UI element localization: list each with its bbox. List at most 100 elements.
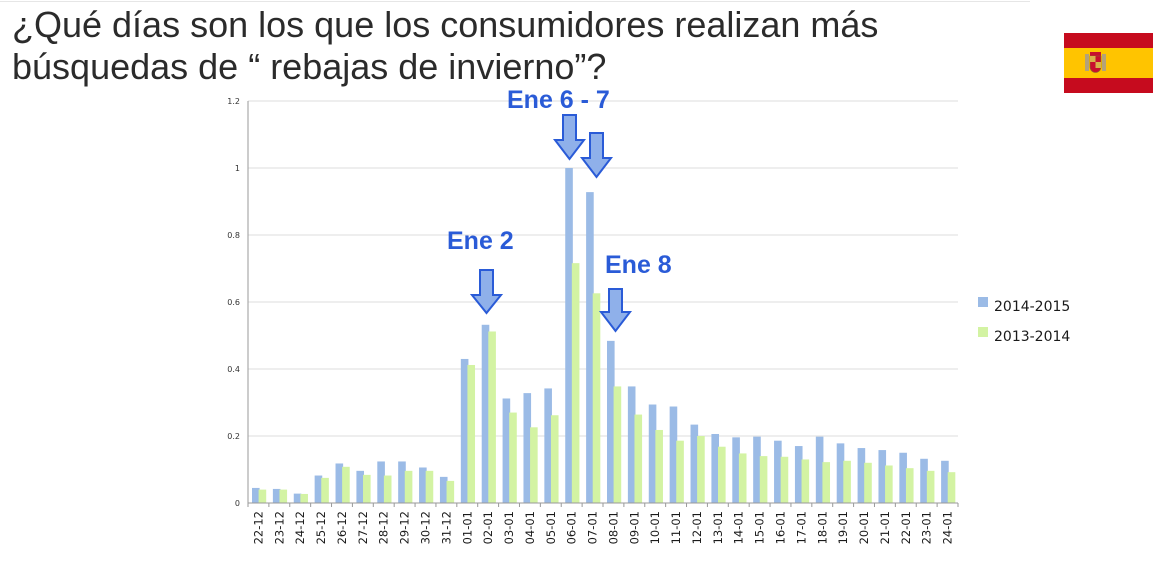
x-tick-label: 12-01	[690, 511, 704, 544]
bar-2014-2015-12-01	[690, 424, 699, 503]
bar-2014-2015-25-12	[314, 475, 323, 503]
bar-2013-2014-09-01	[634, 414, 643, 503]
x-tick-label: 20-01	[857, 511, 871, 544]
x-tick-label: 24-12	[293, 511, 307, 544]
flag-stripe-top	[1064, 33, 1153, 48]
legend-label-2013-2014: 2013-2014	[994, 329, 1070, 345]
bar-2014-2015-11-01	[669, 406, 678, 503]
x-tick-label: 16-01	[774, 511, 788, 544]
spain-flag-icon	[1064, 33, 1153, 93]
chart-annotations: Ene 2 Ene 6 - 7 Ene 8	[447, 86, 672, 333]
flag-stripe-bottom	[1064, 78, 1153, 93]
y-tick-label: 1	[235, 164, 240, 173]
x-tick-label: 02-01	[481, 511, 495, 544]
legend-swatch-2014-2015	[978, 297, 988, 307]
x-tick-label: 01-01	[460, 511, 474, 544]
annotation-ene-6-7: Ene 6 - 7	[507, 86, 610, 114]
y-tick-label: 0	[235, 499, 240, 508]
bar-2014-2015-22-12	[252, 487, 260, 503]
bar-2013-2014-06-01	[571, 263, 580, 503]
bar-2014-2015-04-01	[523, 393, 532, 503]
bar-2014-2015-26-12	[335, 463, 344, 503]
bar-2014-2015-29-12	[398, 461, 406, 503]
bar-2014-2015-30-12	[419, 467, 427, 503]
x-tick-label: 13-01	[711, 511, 725, 544]
bar-2013-2014-17-01	[801, 459, 810, 503]
bar-2014-2015-23-01	[920, 458, 928, 503]
x-tick-label: 23-01	[920, 511, 934, 544]
coat-of-arms-icon	[1085, 52, 1106, 73]
bar-2013-2014-30-12	[425, 470, 434, 503]
chart-axes	[247, 101, 959, 507]
x-tick-label: 19-01	[836, 511, 850, 544]
x-tick-label: 31-12	[439, 511, 453, 544]
bar-2013-2014-29-12	[404, 470, 413, 503]
bar-2013-2014-02-01	[488, 331, 496, 503]
bar-2014-2015-22-01	[899, 452, 907, 503]
bar-2014-2015-17-01	[794, 446, 803, 503]
x-tick-label: 23-12	[272, 511, 286, 544]
bar-2014-2015-05-01	[544, 388, 552, 503]
bar-2013-2014-24-01	[947, 472, 956, 503]
bar-2013-2014-21-01	[885, 465, 893, 503]
arrow-ene-2-icon	[469, 269, 504, 315]
arrow-ene-7-icon	[579, 132, 614, 179]
bar-2013-2014-01-01	[467, 364, 476, 503]
x-tick-label: 08-01	[606, 511, 620, 544]
x-tick-label: 21-01	[878, 511, 892, 544]
bar-2013-2014-13-01	[718, 446, 726, 503]
x-tick-label: 14-01	[732, 511, 746, 544]
bar-2014-2015-19-01	[836, 443, 845, 503]
bar-2014-2015-15-01	[753, 436, 761, 503]
y-tick-label: 0.4	[227, 365, 240, 374]
bar-2013-2014-14-01	[738, 453, 747, 503]
chart-legend: 2014-2015 2013-2014	[978, 297, 1070, 345]
x-tick-label: 03-01	[502, 511, 516, 544]
bar-2013-2014-28-12	[383, 475, 392, 503]
x-tick-label: 15-01	[753, 511, 767, 544]
bar-2013-2014-24-12	[300, 493, 308, 503]
x-tick-label: 28-12	[377, 511, 391, 544]
y-tick-label: 0.8	[227, 231, 240, 240]
chart-bars	[252, 168, 956, 503]
y-axis-ticks: 0 0.2 0.4 0.6 0.8 1 1.2	[227, 97, 240, 508]
legend-swatch-2013-2014	[978, 327, 988, 337]
x-tick-label: 30-12	[419, 511, 433, 544]
bar-2013-2014-25-12	[321, 477, 329, 503]
x-tick-label: 27-12	[356, 511, 370, 544]
bar-2013-2014-23-12	[279, 489, 288, 503]
x-tick-label: 25-12	[314, 511, 328, 544]
bar-2014-2015-27-12	[356, 470, 365, 503]
bar-2013-2014-03-01	[509, 412, 517, 503]
bar-2013-2014-26-12	[342, 466, 350, 503]
bar-2013-2014-10-01	[655, 429, 663, 503]
x-tick-label: 22-12	[251, 511, 265, 544]
bar-2014-2015-03-01	[502, 398, 511, 503]
bar-2014-2015-01-01	[460, 358, 469, 503]
bar-2014-2015-10-01	[648, 404, 657, 503]
x-tick-label: 17-01	[794, 511, 808, 544]
arrow-ene-6-icon	[552, 114, 587, 161]
bar-2014-2015-14-01	[732, 437, 740, 503]
bar-2014-2015-23-12	[272, 488, 281, 503]
legend-label-2014-2015: 2014-2015	[994, 299, 1070, 315]
x-tick-label: 29-12	[398, 511, 412, 544]
bar-2013-2014-20-01	[864, 462, 872, 503]
bar-2014-2015-18-01	[815, 436, 824, 503]
x-tick-label: 04-01	[523, 511, 537, 544]
bar-2014-2015-16-01	[774, 440, 782, 503]
bar-2013-2014-27-12	[363, 474, 371, 503]
bar-2014-2015-24-01	[941, 460, 949, 503]
bar-2013-2014-08-01	[613, 386, 622, 503]
x-tick-label: 22-01	[899, 511, 913, 544]
bar-2013-2014-04-01	[530, 427, 538, 503]
x-tick-label: 24-01	[941, 511, 955, 544]
bar-2013-2014-16-01	[780, 456, 789, 503]
x-tick-label: 06-01	[565, 511, 579, 544]
page-title: ¿Qué días son los que los consumidores r…	[12, 4, 879, 87]
bar-2014-2015-21-01	[878, 450, 887, 503]
bar-2013-2014-23-01	[926, 470, 935, 503]
bar-2013-2014-12-01	[697, 436, 705, 503]
x-tick-label: 10-01	[648, 511, 662, 544]
